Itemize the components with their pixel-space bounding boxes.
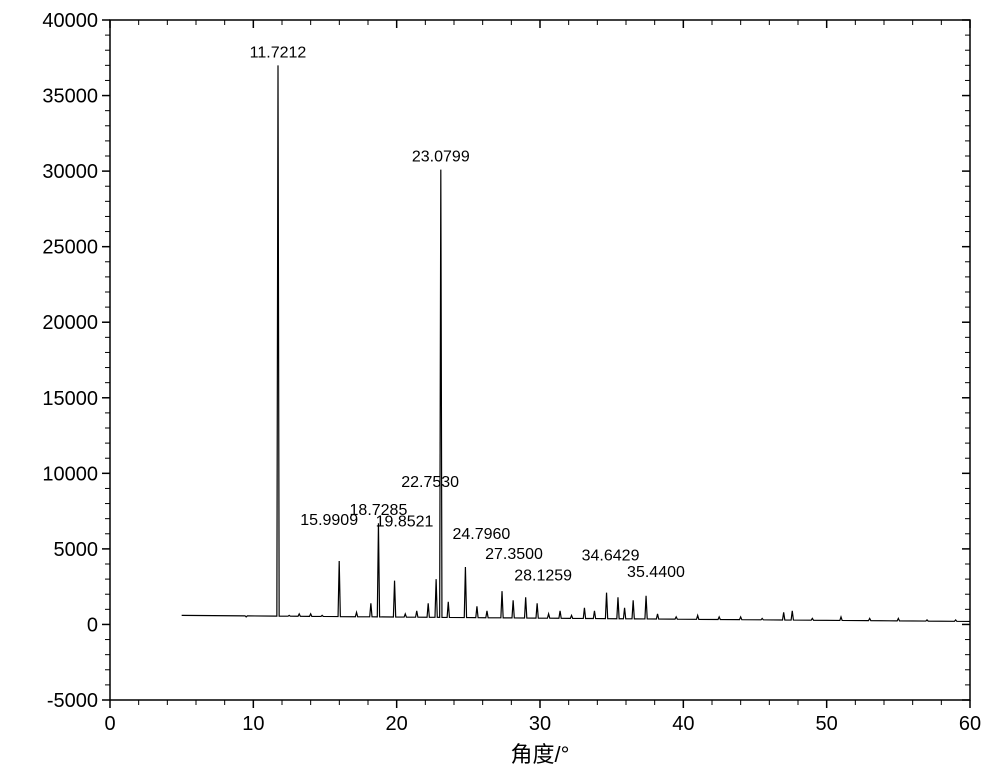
peak-label: 19.8521 bbox=[376, 514, 434, 531]
x-tick-label: 40 bbox=[672, 713, 694, 735]
peak-label: 28.1259 bbox=[514, 567, 572, 584]
x-tick-label: 20 bbox=[386, 713, 408, 735]
xrd-chart: 0 10 20 30 40 50 60 -5000 0 5000 10000 15000 20000 25… bbox=[0, 0, 1000, 781]
peak-label: 24.7960 bbox=[452, 526, 510, 543]
x-axis-label: 角度/° bbox=[511, 742, 570, 767]
peak-label: 35.4400 bbox=[627, 564, 685, 581]
y-tick-label: 20000 bbox=[42, 312, 98, 334]
y-tick-label: 35000 bbox=[42, 86, 98, 108]
x-tick-label: 0 bbox=[104, 713, 115, 735]
peak-label: 22.7530 bbox=[401, 474, 459, 491]
y-tick-label: 0 bbox=[87, 614, 98, 636]
y-tick-label: 40000 bbox=[42, 10, 98, 32]
x-tick-label: 60 bbox=[959, 713, 981, 735]
y-tick-label: 5000 bbox=[54, 539, 99, 561]
x-tick-label: 10 bbox=[242, 713, 264, 735]
x-tick-label: 30 bbox=[529, 713, 551, 735]
y-tick-label: -5000 bbox=[47, 690, 98, 712]
peak-label: 23.0799 bbox=[412, 149, 470, 166]
y-tick-label: 10000 bbox=[42, 463, 98, 485]
x-tick-label: 50 bbox=[816, 713, 838, 735]
peak-label: 34.6429 bbox=[582, 548, 640, 565]
y-tick-label: 15000 bbox=[42, 388, 98, 410]
peak-label: 27.3500 bbox=[485, 546, 543, 563]
y-tick-label: 30000 bbox=[42, 161, 98, 183]
peak-label: 11.7212 bbox=[250, 44, 307, 61]
y-tick-label: 25000 bbox=[42, 237, 98, 259]
